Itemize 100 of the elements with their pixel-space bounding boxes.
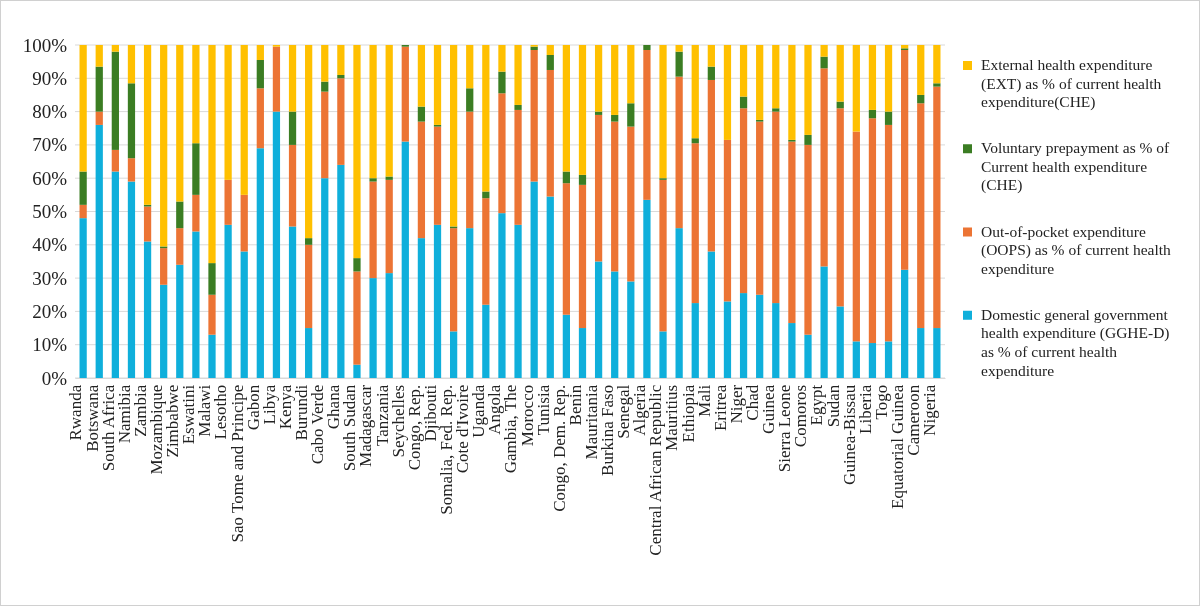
bar: [546, 196, 554, 378]
y-tick-label: 90%: [32, 67, 68, 89]
bar: [498, 71, 506, 94]
bar: [739, 293, 748, 378]
bar: [482, 198, 490, 305]
bar: [578, 45, 587, 175]
bar: [756, 121, 764, 295]
bar: [256, 45, 264, 60]
bar: [933, 328, 941, 378]
bar: [224, 179, 232, 225]
bar: [127, 45, 136, 84]
bar: [917, 94, 925, 104]
bar: [79, 171, 87, 205]
bar: [95, 111, 103, 125]
bar: [79, 218, 87, 378]
bar: [369, 45, 377, 179]
bar: [804, 45, 812, 135]
bar: [498, 45, 506, 72]
bar: [917, 328, 925, 378]
bar: [369, 181, 377, 279]
bar: [852, 45, 860, 132]
bar: [466, 228, 474, 378]
bar: [127, 158, 136, 182]
bar: [546, 54, 554, 70]
bar: [691, 138, 699, 144]
y-tick-label: 60%: [32, 167, 68, 189]
bar: [933, 83, 941, 87]
bar: [739, 45, 748, 97]
bar: [143, 241, 152, 378]
bar: [739, 108, 748, 294]
bar: [788, 323, 796, 378]
bar: [578, 174, 587, 185]
bar: [514, 104, 522, 110]
bar: [884, 124, 893, 342]
bar: [691, 45, 699, 139]
bar: [723, 139, 732, 302]
bar: [176, 45, 184, 202]
bar: [95, 124, 103, 378]
bar: [240, 45, 248, 195]
bar: [884, 45, 893, 112]
bar: [562, 183, 570, 315]
bar: [272, 111, 281, 378]
bar: [627, 45, 635, 104]
bar: [901, 50, 909, 270]
legend-label: Out-of-pocket expenditure (OOPS) as % of current health expenditure: [981, 222, 1172, 277]
bar: [675, 51, 683, 77]
bar: [514, 109, 522, 225]
bar: [611, 45, 619, 115]
bar: [385, 179, 393, 274]
bar: [337, 45, 345, 75]
bar: [176, 228, 184, 265]
bar: [804, 134, 812, 145]
bar: [901, 269, 909, 378]
bar: [772, 108, 780, 112]
bar: [224, 45, 232, 180]
bar: [707, 45, 715, 67]
bar: [659, 331, 667, 378]
bar: [160, 248, 168, 285]
y-tick-label: 30%: [32, 267, 68, 289]
bar: [192, 231, 200, 378]
bar: [868, 109, 877, 119]
bar: [353, 271, 361, 365]
bar: [192, 194, 200, 232]
bar: [643, 50, 651, 200]
bar: [288, 226, 297, 378]
bar: [562, 314, 570, 378]
bar: [256, 148, 264, 378]
bar: [417, 45, 426, 107]
bar: [79, 204, 87, 219]
legend-label: Voluntary prepayment as % of Current health expenditure (CHE): [981, 139, 1171, 195]
bar: [723, 45, 732, 140]
legend-label: External health expenditure (EXT) as % of current health expenditure(CHE): [981, 56, 1162, 112]
bar: [95, 66, 103, 112]
y-tick-label: 50%: [32, 201, 68, 223]
bar: [208, 294, 216, 335]
bar: [305, 328, 313, 378]
bar: [739, 96, 748, 109]
bar: [353, 364, 361, 378]
bar: [611, 121, 619, 272]
bar: [305, 244, 313, 329]
bar: [933, 86, 941, 329]
bar: [546, 69, 554, 197]
bar: [321, 178, 329, 378]
bar: [160, 284, 168, 378]
y-tick-label: 80%: [32, 101, 68, 123]
bar: [756, 294, 764, 378]
bar: [224, 224, 232, 378]
bar: [450, 228, 458, 332]
bar: [594, 45, 603, 112]
bar: [498, 213, 506, 378]
bar: [594, 114, 603, 262]
bar: [884, 341, 893, 378]
bar: [707, 79, 715, 252]
bar: [433, 224, 442, 378]
bar: [466, 45, 474, 89]
bar: [337, 78, 345, 165]
bar: [675, 228, 683, 378]
bar: [643, 199, 651, 378]
y-tick-label: 40%: [32, 234, 68, 256]
bar: [208, 45, 216, 264]
